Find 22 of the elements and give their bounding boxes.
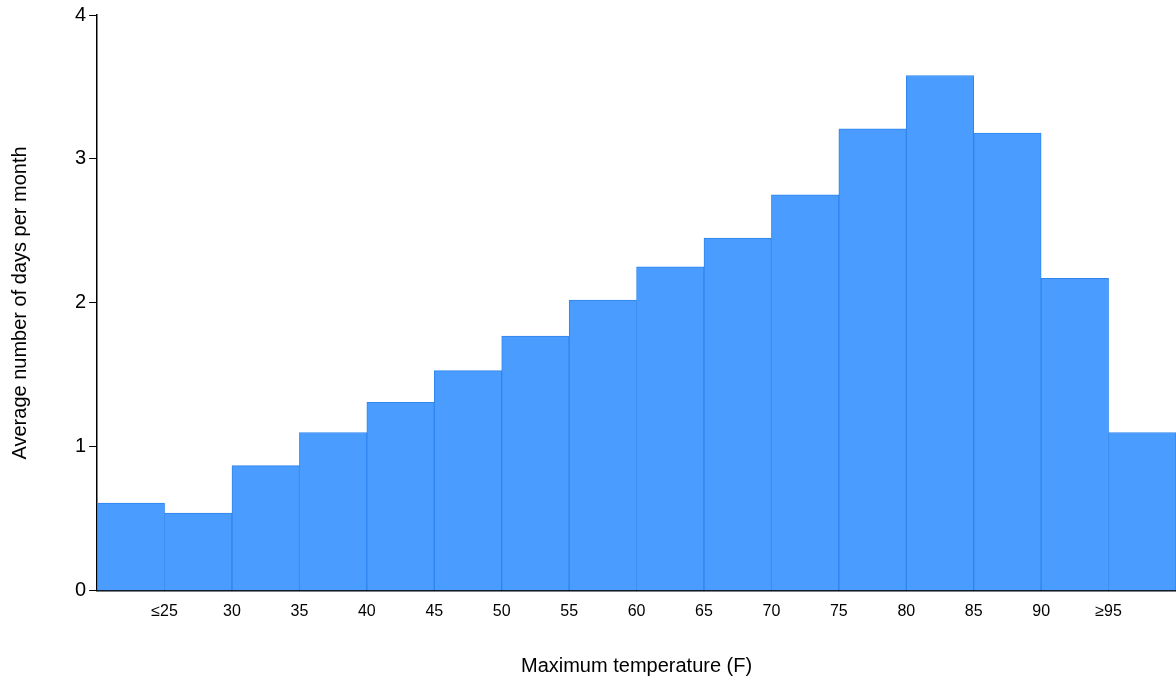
y-tick-label: 1 [75, 434, 87, 457]
x-tick-label: 90 [1032, 601, 1051, 619]
x-tick-label: 70 [762, 601, 781, 619]
x-tick-label: 85 [964, 601, 983, 619]
x-tick-label: ≤25 [151, 601, 178, 619]
x-tick-label: 60 [627, 601, 646, 619]
x-axis-title: Maximum temperature (F) [520, 653, 753, 676]
x-tick-label: 65 [695, 601, 713, 619]
x-tick-label: 75 [829, 601, 848, 619]
y-axis-title: Average number of days per month [7, 146, 30, 460]
x-tick-label: 30 [223, 601, 241, 619]
x-tick-label: 40 [357, 601, 376, 619]
x-tick-label: 45 [425, 601, 444, 619]
y-tick-label: 3 [75, 146, 87, 169]
x-tick-label: 55 [560, 601, 579, 619]
x-tick-label: ≥95 [1095, 601, 1122, 619]
y-tick-label: 0 [75, 578, 87, 601]
y-tick-label: 4 [75, 2, 87, 25]
x-tick-label: 50 [492, 601, 511, 619]
x-tick-label: 80 [897, 601, 916, 619]
x-tick-label: 35 [290, 601, 309, 619]
y-tick-label: 2 [75, 290, 87, 313]
